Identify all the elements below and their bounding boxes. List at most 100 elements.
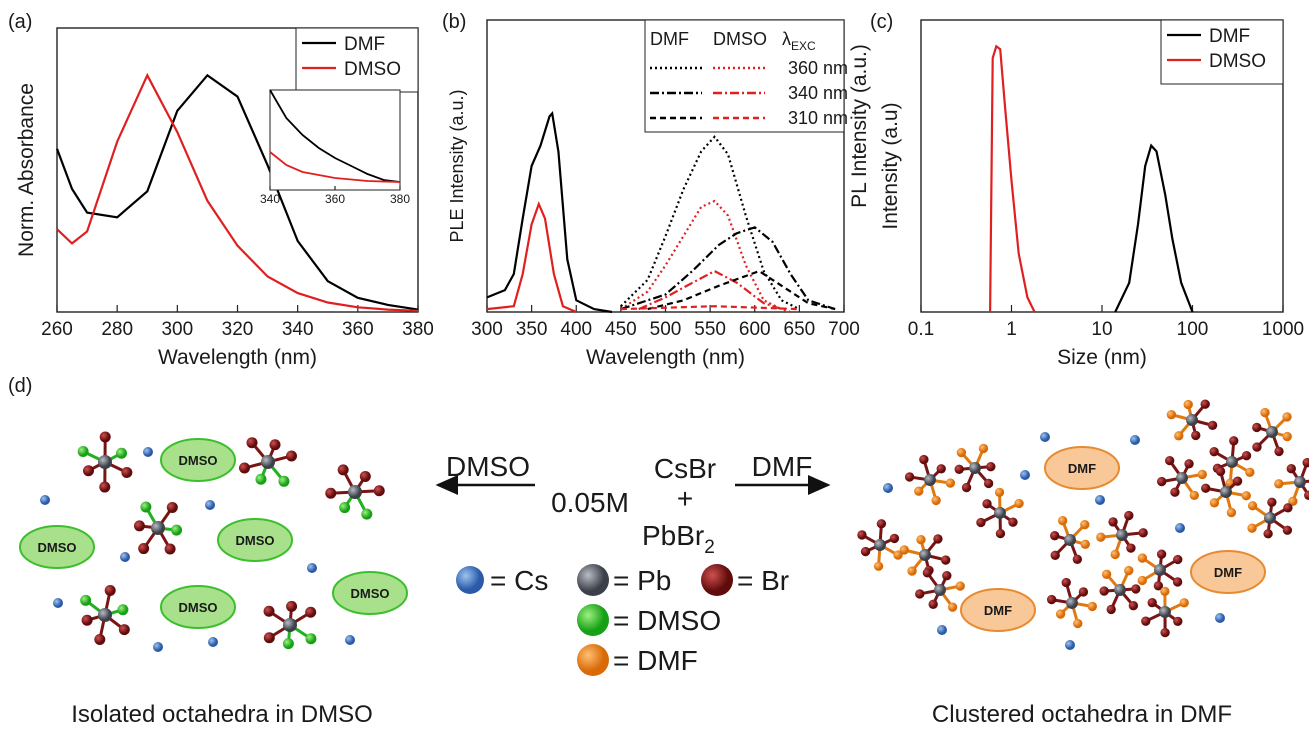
ligand-atom <box>1080 539 1090 549</box>
ligand-atom <box>899 545 909 555</box>
ligand-atom <box>942 570 952 581</box>
cesium-atom <box>1215 613 1225 623</box>
ligand-atom <box>246 437 258 449</box>
ligand-atom <box>914 486 924 496</box>
ligand-atom <box>361 508 373 520</box>
ligand-atom <box>1170 487 1180 497</box>
y-axis-label: PLE Intensity (a.u.) <box>447 89 467 242</box>
cesium-atom <box>205 500 215 510</box>
legend-column: DMSO <box>713 29 767 49</box>
solvent-shell <box>960 588 1036 632</box>
legend-header-subscript: EXC <box>791 39 816 53</box>
series-line <box>486 200 577 314</box>
plot-frame <box>269 89 401 191</box>
ligand-atom <box>955 581 965 591</box>
lead-atom <box>994 507 1006 519</box>
ligand-atom <box>81 614 93 626</box>
solvent-shell <box>19 525 95 569</box>
ligand-atom <box>1252 422 1262 433</box>
ligand-atom <box>1283 503 1293 513</box>
cesium-atom <box>153 642 163 652</box>
lead-atom <box>969 462 981 474</box>
lead-atom <box>1116 529 1128 541</box>
x-tick-label: 550 <box>694 319 726 340</box>
x-tick-label: 380 <box>402 319 434 340</box>
ligand-atom <box>337 464 349 476</box>
ligand-atom <box>873 561 884 571</box>
ligand-atom <box>1200 399 1210 409</box>
panel-label: (b) <box>442 11 466 33</box>
ligand-atom <box>278 475 290 487</box>
solvent-label: DMSO <box>38 540 77 555</box>
ligand-atom <box>860 546 871 557</box>
ligand-atom <box>373 485 385 497</box>
ligand-atom <box>1191 430 1201 441</box>
lead-atom <box>924 474 936 486</box>
ligand-atom <box>1087 601 1098 612</box>
x-tick-label: 100 <box>1177 319 1209 340</box>
ligand-atom <box>1124 510 1134 521</box>
ligand-atom <box>1274 479 1284 489</box>
concentration: 0.05M <box>551 487 629 518</box>
solvent-label: DMF <box>1214 565 1242 580</box>
ligand-atom <box>1050 531 1060 541</box>
cesium-atom <box>307 563 317 573</box>
ligand-atom <box>904 472 915 482</box>
ligand-atom <box>1157 476 1167 487</box>
legend-box <box>644 19 845 133</box>
ligand-atom <box>1057 516 1068 526</box>
legend-header: λEXC <box>782 29 816 53</box>
arrow-label: DMSO <box>446 451 530 482</box>
ligand-atom <box>1014 498 1024 509</box>
lead-atom <box>1266 426 1278 438</box>
legend-atom <box>456 566 484 594</box>
legend-row: 310 nm <box>788 108 848 128</box>
lead-atom <box>151 521 165 535</box>
ligand-atom <box>1173 554 1183 565</box>
ligand-atom <box>1124 565 1134 576</box>
ligand-atom <box>1274 446 1284 457</box>
x-axis-label: Wavelength (nm) <box>158 346 317 369</box>
ligand-atom <box>1160 627 1170 638</box>
y-axis-label: Intensity (a.u) <box>879 102 902 229</box>
ligand-atom <box>1126 543 1136 553</box>
ligand-atom <box>1073 618 1083 629</box>
x-tick-label: 10 <box>1091 319 1112 340</box>
ligand-atom <box>986 461 996 472</box>
ligand-atom <box>1106 604 1116 615</box>
x-axis-label: Wavelength (nm) <box>586 346 745 369</box>
ligand-atom <box>1189 490 1199 501</box>
ligand-atom <box>1226 507 1237 518</box>
panel-label: (d) <box>8 375 32 397</box>
x-tick-label: 500 <box>650 319 682 340</box>
ligand-atom <box>1072 554 1083 564</box>
legend-column: DMF <box>650 29 689 49</box>
legend-label: DMF <box>344 34 385 55</box>
lead-atom <box>98 608 112 622</box>
x-tick-label: 340 <box>260 192 280 206</box>
x-tick-label: 300 <box>161 319 193 340</box>
reactant-formula: PbBr <box>642 520 704 551</box>
ligand-atom <box>1232 476 1243 486</box>
ligand-atom <box>238 462 250 474</box>
lead-atom <box>348 485 362 499</box>
series-line <box>56 72 419 312</box>
lead-atom <box>1186 414 1198 426</box>
x-tick-label: 700 <box>828 319 860 340</box>
ligand-atom <box>936 464 946 474</box>
ligand-atom <box>931 495 941 506</box>
legend-atom <box>577 644 609 676</box>
ligand-atom <box>339 502 351 514</box>
ligand-atom <box>1179 598 1189 608</box>
ligand-atom <box>1229 436 1239 446</box>
lead-atom <box>919 549 931 561</box>
panel-label: (a) <box>8 11 32 33</box>
legend-header-symbol: λ <box>782 29 791 49</box>
x-tick-label: 380 <box>390 192 410 206</box>
x-tick-label: 300 <box>471 319 503 340</box>
x-tick-label: 280 <box>101 319 133 340</box>
series-line <box>1114 143 1194 313</box>
ligand-atom <box>286 600 298 612</box>
ligand-atom <box>1173 616 1183 627</box>
ligand-atom <box>857 530 867 540</box>
